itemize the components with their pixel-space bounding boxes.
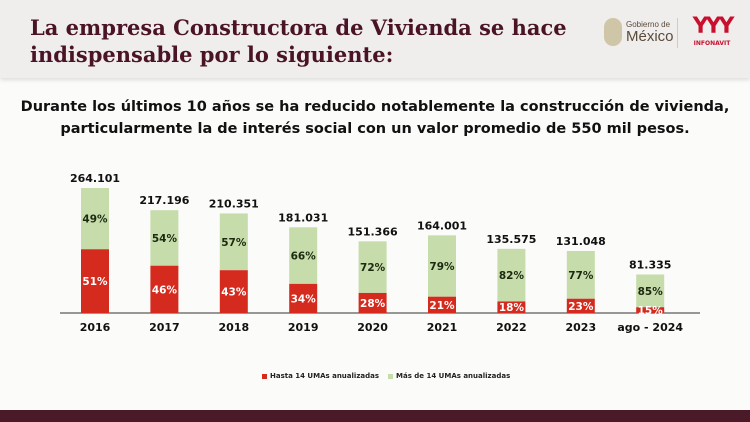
bar-hasta-14-umas — [150, 265, 179, 313]
total-label: 81.335 — [629, 259, 671, 272]
pct-label-hasta: 46% — [152, 284, 178, 296]
category-label: 2023 — [565, 321, 596, 334]
bar-mas-14-umas — [636, 274, 665, 308]
pct-label-mas: 49% — [82, 214, 108, 226]
bar-hasta-14-umas — [219, 270, 248, 313]
category-label: 2018 — [218, 321, 249, 334]
category-label: 2020 — [357, 321, 388, 334]
bar-mas-14-umas — [219, 213, 248, 271]
bar-mas-14-umas — [358, 241, 387, 293]
pct-label-hasta: 21% — [429, 300, 455, 312]
legend-item-mas: Más de 14 UMAs anualizadas — [388, 372, 510, 380]
infonavit-text: INFONAVIT — [693, 40, 731, 47]
category-label: 2019 — [288, 321, 319, 334]
pct-label-hasta: 51% — [82, 276, 108, 288]
total-label: 164.001 — [417, 219, 467, 232]
pct-label-mas: 79% — [429, 261, 455, 273]
bar-hasta-14-umas — [81, 249, 109, 313]
total-label: 264.101 — [70, 172, 120, 185]
bar-hasta-14-umas — [566, 298, 595, 313]
pct-label-hasta: 28% — [360, 298, 386, 310]
bar-hasta-14-umas — [636, 307, 665, 313]
slide-title: La empresa Constructora de Vivienda se h… — [30, 15, 567, 67]
pct-label-mas: 54% — [152, 233, 178, 245]
pct-label-hasta: 43% — [221, 287, 247, 299]
legend-item-hasta: Hasta 14 UMAs anualizadas — [262, 372, 379, 380]
category-label: 2022 — [496, 321, 527, 334]
bar-hasta-14-umas — [497, 301, 526, 313]
header: La empresa Constructora de Vivienda se h… — [0, 0, 750, 78]
legend-label: Más de 14 UMAs anualizadas — [396, 372, 511, 380]
total-label: 210.351 — [209, 197, 259, 210]
logo-divider — [677, 18, 678, 48]
bar-mas-14-umas — [81, 188, 109, 250]
logo-text-1: Gobierno de — [626, 19, 671, 29]
total-label: 217.196 — [139, 194, 189, 207]
bar-mas-14-umas — [150, 210, 179, 266]
legend-swatch — [262, 373, 267, 379]
bar-mas-14-umas — [289, 227, 318, 284]
pct-label-hasta: 15% — [638, 305, 664, 317]
legend-label: Hasta 14 UMAs anualizadas — [270, 372, 380, 380]
subtitle-line-1: Durante los últimos 10 años se ha reduci… — [20, 99, 730, 115]
total-label: 131.048 — [556, 235, 606, 248]
category-label: ago - 2024 — [617, 321, 683, 334]
pct-label-mas: 57% — [221, 237, 247, 249]
total-label: 151.366 — [348, 225, 398, 238]
category-label: 2021 — [427, 321, 458, 334]
bar-hasta-14-umas — [428, 296, 456, 313]
bar-mas-14-umas — [497, 248, 526, 302]
category-label: 2017 — [149, 321, 180, 334]
seal-icon — [604, 18, 622, 46]
infonavit-icon: ΥΥΥ — [692, 14, 735, 39]
pct-label-hasta: 23% — [568, 301, 594, 313]
legend-swatch — [388, 373, 393, 379]
bar-mas-14-umas — [566, 250, 595, 299]
total-label: 135.575 — [486, 233, 536, 246]
pct-label-mas: 82% — [499, 270, 525, 282]
total-label: 181.031 — [278, 211, 328, 224]
pct-label-mas: 85% — [638, 286, 664, 298]
bar-hasta-14-umas — [289, 283, 318, 313]
pct-label-hasta: 18% — [499, 302, 525, 314]
gobierno-mexico-logo: Gobierno de México — [604, 18, 674, 46]
logo-text-2: México — [626, 27, 674, 45]
footer-bar — [0, 410, 750, 422]
category-label: 2016 — [80, 321, 111, 334]
slide-subtitle: Durante los últimos 10 años se ha reduci… — [0, 96, 750, 140]
pct-label-hasta: 34% — [291, 293, 317, 305]
pct-label-mas: 77% — [568, 270, 594, 282]
bar-mas-14-umas — [428, 235, 456, 297]
infonavit-logo: ΥΥΥ INFONAVIT — [684, 14, 740, 47]
subtitle-line-2: particularmente la de interés social con… — [60, 121, 690, 137]
pct-label-mas: 72% — [360, 262, 386, 274]
pct-label-mas: 66% — [291, 251, 317, 263]
bar-hasta-14-umas — [358, 292, 387, 313]
